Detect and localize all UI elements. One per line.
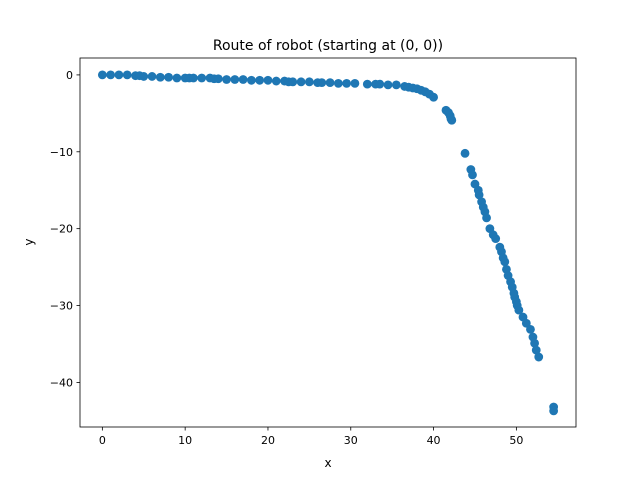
data-point	[304, 77, 314, 87]
data-point	[350, 78, 360, 88]
x-tick-label: 40	[427, 434, 441, 447]
data-point	[530, 338, 539, 348]
data-point	[362, 79, 372, 89]
data-point	[375, 79, 385, 89]
data-point	[288, 77, 298, 87]
data-point	[383, 80, 393, 90]
data-point	[391, 80, 401, 90]
data-point	[97, 70, 107, 80]
data-point	[491, 234, 501, 244]
y-tick-label: −10	[50, 146, 73, 159]
data-point	[189, 73, 198, 83]
data-point	[534, 352, 544, 362]
y-tick-label: −30	[50, 300, 73, 313]
data-point	[531, 345, 541, 355]
data-point	[447, 115, 457, 125]
x-tick-label: 0	[99, 434, 106, 447]
data-point	[230, 75, 240, 84]
plot-area-frame	[79, 57, 577, 428]
data-point	[526, 324, 535, 334]
data-point	[296, 77, 306, 87]
data-point	[468, 170, 477, 180]
data-point	[271, 76, 281, 86]
data-point	[514, 305, 524, 315]
data-point	[197, 73, 207, 83]
y-axis-ticks: 0 −10 −20 −30 −40	[50, 69, 80, 389]
data-point	[106, 70, 116, 80]
x-tick-label: 10	[178, 434, 192, 447]
data-point	[155, 72, 165, 82]
chart-title: Route of robot (starting at (0, 0))	[213, 38, 443, 54]
y-tick-label: −40	[50, 376, 73, 389]
data-point	[549, 406, 559, 416]
x-tick-label: 30	[344, 434, 358, 447]
data-point	[482, 213, 491, 223]
data-point	[342, 78, 352, 88]
data-point	[325, 78, 335, 87]
y-tick-label: −20	[50, 223, 73, 236]
data-point	[521, 318, 531, 328]
x-axis-label: x	[324, 456, 331, 470]
data-point	[213, 74, 223, 84]
data-point	[164, 72, 174, 82]
data-point	[147, 72, 157, 81]
data-point	[474, 190, 484, 200]
data-point	[460, 148, 470, 158]
data-point	[317, 78, 327, 87]
data-point	[139, 72, 149, 81]
x-tick-label: 50	[509, 434, 523, 447]
data-point	[247, 75, 256, 85]
data-point	[263, 75, 273, 85]
x-axis-ticks: 0 10 20 30 40 50	[99, 427, 523, 447]
y-axis-label: y	[22, 238, 36, 245]
data-point	[255, 75, 265, 85]
y-tick-label: 0	[66, 69, 73, 82]
data-point	[172, 73, 182, 83]
data-point	[333, 78, 343, 88]
data-point	[500, 257, 510, 267]
data-point	[122, 70, 132, 80]
data-point	[238, 75, 248, 84]
data-points	[97, 70, 559, 416]
data-point	[114, 70, 124, 80]
data-point	[429, 92, 438, 102]
x-tick-label: 20	[261, 434, 275, 447]
data-point	[222, 75, 231, 84]
